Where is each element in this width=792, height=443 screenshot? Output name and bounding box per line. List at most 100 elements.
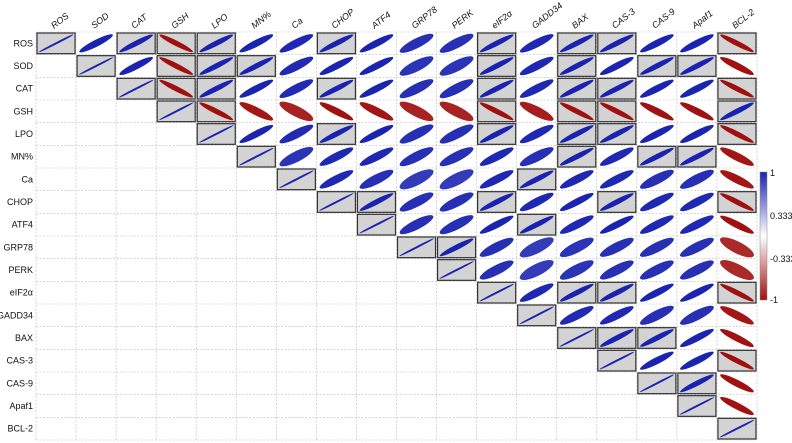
cell-chop-atf4 xyxy=(359,193,394,211)
cell-sod-perk xyxy=(439,56,474,76)
cell-cat-perk xyxy=(439,79,474,99)
column-label-chop: CHOP xyxy=(329,7,356,31)
cell-ros-mn xyxy=(239,34,274,53)
cell-mn-bcl-2 xyxy=(720,147,754,166)
column-label-grp78: GRP78 xyxy=(410,5,439,31)
cell-ca-eif2a xyxy=(479,170,514,189)
cell-perk-bax xyxy=(559,260,594,280)
cell-ca-atf4 xyxy=(359,169,394,189)
cell-ca-perk xyxy=(439,169,474,190)
cell-ros-bcl-2 xyxy=(720,34,754,53)
cell-perk-bcl-2 xyxy=(719,259,754,281)
correlation-cells xyxy=(36,32,757,440)
row-label-apaf1: Apaf1 xyxy=(9,401,33,411)
cell-chop-gadd34 xyxy=(519,192,554,212)
cell-cat-bcl-2 xyxy=(720,79,754,98)
cell-ros-perk xyxy=(439,33,474,53)
cell-atf4-bcl-2 xyxy=(720,215,754,234)
cell-lpo-bcl-2 xyxy=(720,125,754,143)
row-label-perk: PERK xyxy=(8,265,33,275)
column-label-atf4: ATF4 xyxy=(369,10,393,32)
cell-ca-gadd34 xyxy=(519,170,554,189)
column-label-bcl-2: BCL-2 xyxy=(730,7,756,31)
cell-grp78-bax xyxy=(559,237,594,258)
cell-bcl-2-bcl-2 xyxy=(719,419,755,438)
cell-cas-3-cas-3 xyxy=(599,351,634,370)
cell-grp78-eif2a xyxy=(479,237,514,257)
row-label-cat: CAT xyxy=(16,84,34,94)
cell-sod-mn xyxy=(239,57,274,75)
column-label-ca: Ca xyxy=(289,16,304,31)
cell-cas-3-cas-9 xyxy=(640,351,674,370)
cell-atf4-bax xyxy=(559,215,594,234)
cell-eif2a-gadd34 xyxy=(519,283,554,302)
cell-ca-cas-9 xyxy=(639,169,674,189)
column-label-cat: CAT xyxy=(129,11,150,30)
cell-grp78-cas-3 xyxy=(599,237,634,257)
column-label-mn: MN% xyxy=(249,9,272,30)
cell-cat-lpo xyxy=(199,79,234,98)
legend-tick-neg-0.333: -0.333 xyxy=(770,254,792,264)
cell-gsh-eif2a xyxy=(479,102,514,121)
cell-bax-cas-3 xyxy=(599,329,634,347)
cell-ros-lpo xyxy=(199,34,234,53)
cell-cat-grp78 xyxy=(399,79,434,99)
cell-lpo-perk xyxy=(439,124,474,144)
column-label-sod: SOD xyxy=(89,10,111,30)
row-label-cas-9: CAS-9 xyxy=(6,378,33,388)
row-label-grp78: GRP78 xyxy=(3,242,33,252)
cell-cat-bax xyxy=(559,79,594,98)
cell-gsh-apaf1 xyxy=(680,102,714,121)
cell-cat-apaf1 xyxy=(680,79,714,98)
column-label-lpo: LPO xyxy=(209,12,229,31)
cell-gsh-gadd34 xyxy=(519,101,554,121)
cell-atf4-apaf1 xyxy=(680,215,714,234)
cell-gadd34-bcl-2 xyxy=(720,306,754,325)
cell-sod-sod xyxy=(78,57,114,75)
cell-cat-cas-9 xyxy=(640,79,674,98)
cell-chop-eif2a xyxy=(479,193,514,211)
column-label-cas-9: CAS-9 xyxy=(650,6,677,30)
cell-mn-ca xyxy=(279,146,314,167)
cell-atf4-gadd34 xyxy=(519,215,554,234)
cell-bax-apaf1 xyxy=(680,328,714,348)
cell-perk-perk xyxy=(439,261,474,279)
cell-lpo-grp78 xyxy=(399,124,434,144)
column-label-bax: BAX xyxy=(570,11,591,31)
cell-sod-lpo xyxy=(199,57,234,75)
legend-tick-neg-1: -1 xyxy=(770,295,778,305)
row-label-lpo: LPO xyxy=(15,129,33,139)
cell-eif2a-eif2a xyxy=(479,283,514,302)
cell-atf4-atf4 xyxy=(359,215,394,234)
cell-gsh-ca xyxy=(279,101,314,122)
cell-mn-apaf1 xyxy=(680,147,714,166)
cell-sod-grp78 xyxy=(399,56,434,76)
cell-perk-cas-9 xyxy=(639,260,674,280)
cell-chop-bcl-2 xyxy=(720,193,754,211)
cell-sod-cat xyxy=(119,56,153,76)
cell-ros-atf4 xyxy=(359,34,394,53)
cell-gadd34-cas-9 xyxy=(639,305,674,325)
row-label-bcl-2: BCL-2 xyxy=(7,424,33,434)
cell-mn-cas-3 xyxy=(599,147,634,166)
column-labels: ROS SOD CAT GSH LPO MN% Ca CHOP ATF4 GRP78 PERK eIF… xyxy=(49,1,756,32)
cell-atf4-eif2a xyxy=(479,215,514,234)
cell-atf4-cas-3 xyxy=(599,215,634,234)
cell-grp78-cas-9 xyxy=(639,237,674,257)
cell-lpo-cas-9 xyxy=(640,124,674,144)
cell-sod-gsh xyxy=(159,57,194,75)
cell-sod-cas-9 xyxy=(640,57,674,75)
column-label-cas-3: CAS-3 xyxy=(610,6,637,30)
cell-grp78-bcl-2 xyxy=(719,237,754,258)
cell-ros-cas-9 xyxy=(640,34,674,53)
cell-mn-atf4 xyxy=(359,147,394,166)
cell-sod-bcl-2 xyxy=(720,56,754,76)
column-label-gadd34: GADD34 xyxy=(530,1,565,31)
cell-ca-bax xyxy=(559,170,594,189)
cell-gsh-bax xyxy=(559,102,594,121)
cell-grp78-grp78 xyxy=(399,238,434,257)
cell-ros-cas-3 xyxy=(599,34,634,53)
cell-ca-grp78 xyxy=(399,169,434,190)
cell-cat-ca xyxy=(279,79,314,99)
